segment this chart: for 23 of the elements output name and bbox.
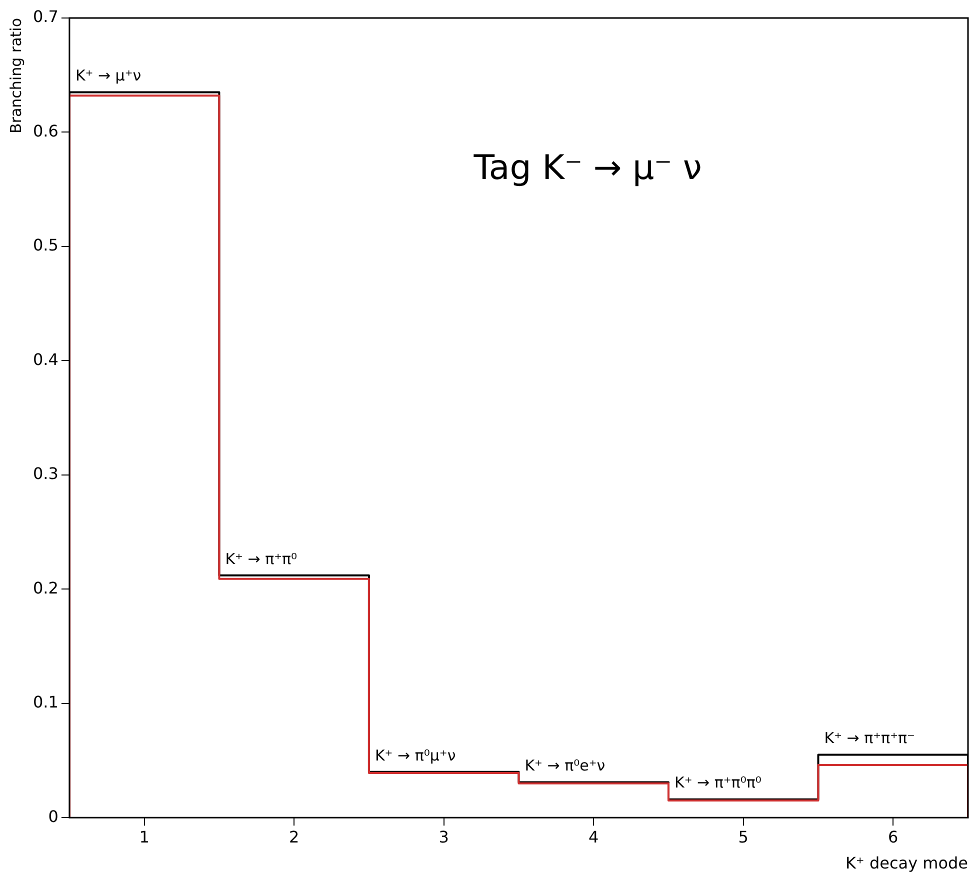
annotation: K⁺ → μ⁺ν <box>75 66 142 85</box>
annotation: K⁺ → π⁺π⁰π⁰ <box>674 774 762 792</box>
y-tick-label: 0.1 <box>32 692 58 712</box>
x-tick-label: 5 <box>738 827 748 846</box>
y-tick-label: 0 <box>48 806 58 826</box>
y-tick-label: 0.7 <box>32 7 58 26</box>
y-tick-label: 0.3 <box>32 464 58 484</box>
x-tick-label: 1 <box>139 827 150 846</box>
annotation: K⁺ → π⁺π⁰ <box>225 550 298 568</box>
y-axis-title: Branching ratio <box>6 18 25 134</box>
x-tick-label: 4 <box>588 827 599 846</box>
y-tick-label: 0.5 <box>32 236 58 255</box>
x-tick-label: 2 <box>288 827 300 846</box>
x-tick-label: 3 <box>438 827 449 846</box>
y-tick-label: 0.6 <box>32 121 58 140</box>
annotation: K⁺ → π⁰μ⁺ν <box>374 746 456 764</box>
text: Tag K⁻ → μ⁻ ν <box>472 148 702 188</box>
x-axis-title: K⁺ decay mode <box>845 854 968 873</box>
annotation: K⁺ → π⁰e⁺ν <box>524 756 606 775</box>
y-tick-label: 0.2 <box>32 578 58 598</box>
y-tick-label: 0.4 <box>32 350 58 369</box>
x-tick-label: 6 <box>888 827 898 846</box>
annotation: K⁺ → π⁺π⁺π⁻ <box>824 729 915 748</box>
